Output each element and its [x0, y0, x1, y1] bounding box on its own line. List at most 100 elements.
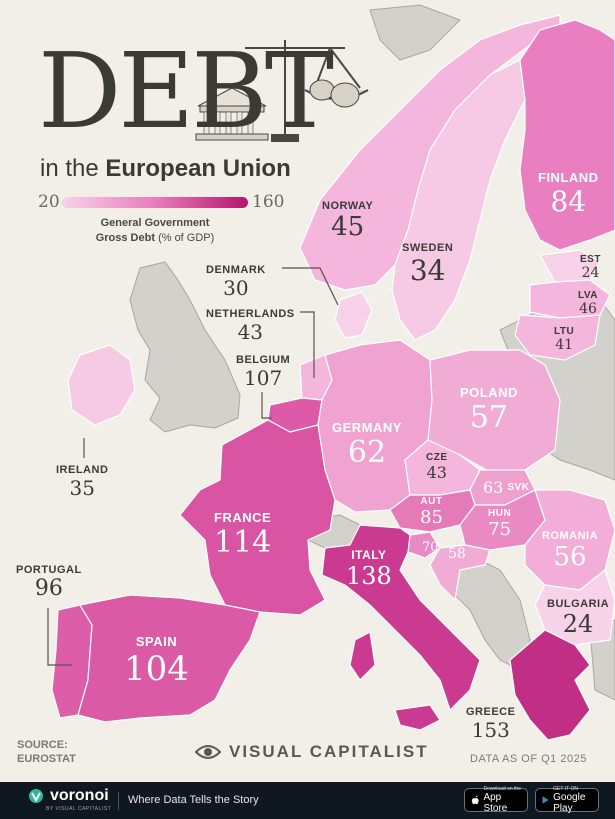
label-portugal: PORTUGAL 96 — [16, 564, 82, 601]
label-croatia: 58 — [448, 546, 466, 562]
country-name: NORWAY — [322, 200, 374, 212]
app-store-small: Download on the — [483, 786, 521, 792]
title-subtitle: in the European Union — [40, 155, 291, 183]
country-value: 84 — [550, 185, 587, 218]
label-netherlands: NETHERLANDS 43 — [206, 308, 295, 344]
label-estonia: EST 24 — [580, 254, 601, 281]
europe-map — [47, 4, 615, 741]
country-value: 56 — [553, 542, 587, 572]
data-as-of: DATA AS OF Q1 2025 — [470, 753, 587, 765]
country-name: POLAND — [460, 385, 518, 400]
apple-icon — [471, 795, 479, 805]
country-name: SPAIN — [135, 634, 178, 649]
legend-label: General Government Gross Debt (% of GDP) — [95, 216, 215, 246]
country-name: ITALY — [351, 548, 387, 562]
country-name: GREECE — [466, 706, 516, 718]
country-name: GERMANY — [332, 420, 402, 435]
label-germany: GERMANY 62 — [332, 420, 402, 470]
country-name: SWEDEN — [402, 242, 454, 254]
label-sweden: SWEDEN 34 — [402, 242, 453, 287]
legend-min: 20 — [38, 192, 60, 212]
label-latvia: LVA 46 — [578, 290, 598, 317]
country-value: 75 — [488, 519, 512, 540]
country-value: 57 — [469, 400, 509, 435]
country-name: BULGARIA — [547, 598, 610, 610]
legend-color-scale — [62, 197, 248, 208]
country-value: 58 — [448, 546, 466, 562]
label-italy: ITALY 138 — [346, 548, 392, 590]
region-italy-sardinia — [349, 631, 376, 681]
country-value: 153 — [471, 718, 510, 742]
app-store-button[interactable]: Download on the App Store — [464, 786, 528, 814]
country-value: 96 — [34, 576, 63, 601]
money-bag-icon — [309, 79, 360, 108]
region-finland — [519, 19, 615, 251]
country-value: 43 — [426, 463, 447, 482]
label-hungary: HUN 75 — [488, 508, 511, 540]
label-belgium: BELGIUM 107 — [236, 354, 290, 390]
country-name: BELGIUM — [236, 354, 291, 366]
footer-brand-sub: BY VISUAL CAPITALIST — [46, 806, 112, 812]
country-value: 104 — [124, 649, 189, 689]
label-austria: AUT 85 — [420, 496, 443, 528]
country-value: 138 — [346, 562, 392, 590]
country-value: 43 — [237, 320, 264, 344]
region-ireland — [67, 344, 136, 426]
region-romania — [524, 489, 615, 591]
country-name: LTU — [554, 326, 575, 337]
country-value: 114 — [214, 525, 272, 560]
country-value: 45 — [331, 212, 365, 242]
voronoi-logo-icon — [29, 789, 43, 803]
country-name: CZE — [426, 452, 448, 463]
label-lithuania: LTU 41 — [554, 326, 574, 353]
country-name: PORTUGAL — [16, 564, 82, 576]
country-value: 41 — [555, 337, 574, 353]
legend-max: 160 — [252, 192, 285, 212]
google-play-small: GET IT ON — [553, 786, 578, 792]
label-ireland: IRELAND 35 — [56, 464, 108, 500]
region-italy — [321, 524, 481, 711]
eu-countries — [51, 14, 615, 741]
visual-capitalist-eye-icon — [195, 745, 221, 759]
google-play-button[interactable]: GET IT ON Google Play — [535, 786, 599, 814]
country-name: LVA — [578, 290, 599, 301]
source-label: SOURCE: — [17, 739, 68, 751]
country-value: 85 — [420, 507, 443, 528]
country-name: NETHERLANDS — [206, 308, 295, 320]
country-value: 34 — [409, 254, 446, 287]
label-romania: ROMANIA 56 — [542, 530, 598, 572]
publisher-logo: VISUAL CAPITALIST — [195, 742, 429, 762]
region-lithuania — [514, 314, 601, 361]
country-name: AUT — [420, 496, 443, 507]
label-norway: NORWAY 45 — [322, 200, 373, 242]
legend-label-bold: General Government Gross Debt — [95, 217, 210, 244]
legend-label-unit: (% of GDP) — [158, 232, 215, 244]
label-bulgaria: BULGARIA 24 — [547, 598, 609, 638]
country-name: EST — [580, 254, 601, 265]
label-spain: SPAIN 104 — [124, 634, 189, 689]
country-name: FINLAND — [538, 170, 599, 185]
country-name: ROMANIA — [542, 530, 599, 542]
country-value: 24 — [562, 610, 594, 638]
region-estonia — [539, 249, 601, 283]
voronoi-logo[interactable]: voronoi — [28, 788, 109, 804]
region-france — [179, 419, 336, 616]
publisher-name: VISUAL CAPITALIST — [229, 742, 429, 761]
bank-building-icon — [195, 87, 269, 141]
country-value: 62 — [347, 435, 387, 470]
label-czechia: CZE 43 — [426, 452, 448, 482]
country-value: 24 — [581, 265, 600, 281]
region-sweden — [391, 59, 526, 341]
label-slovenia: 70 — [422, 540, 439, 555]
region-bulgaria — [534, 569, 615, 646]
footer-divider — [118, 792, 119, 810]
country-value: 30 — [223, 276, 249, 300]
subtitle-bold: European Union — [105, 155, 291, 182]
label-greece: GREECE 153 — [466, 706, 515, 742]
region-italy-sicily — [394, 704, 441, 731]
google-play-icon — [542, 796, 549, 804]
app-store-big: App Store — [483, 792, 508, 814]
country-value: 107 — [244, 366, 283, 390]
region-denmark — [334, 291, 373, 339]
